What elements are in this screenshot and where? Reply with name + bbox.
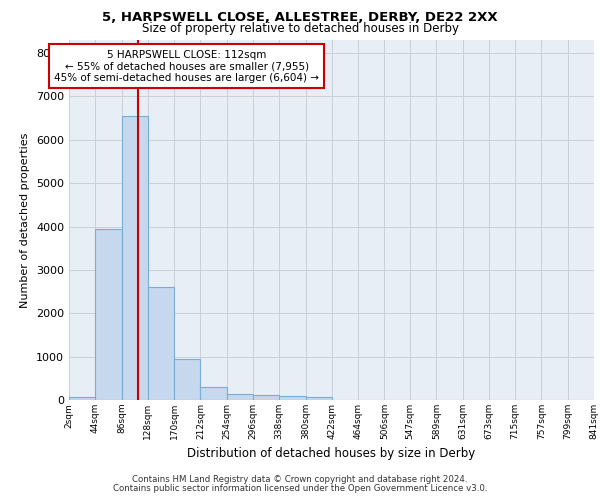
X-axis label: Distribution of detached houses by size in Derby: Distribution of detached houses by size … xyxy=(187,448,476,460)
Bar xyxy=(122,116,148,400)
Text: 5 HARPSWELL CLOSE: 112sqm
← 55% of detached houses are smaller (7,955)
45% of se: 5 HARPSWELL CLOSE: 112sqm ← 55% of detac… xyxy=(54,50,319,82)
Text: Contains HM Land Registry data © Crown copyright and database right 2024.: Contains HM Land Registry data © Crown c… xyxy=(132,475,468,484)
Bar xyxy=(227,394,253,400)
Text: Contains public sector information licensed under the Open Government Licence v3: Contains public sector information licen… xyxy=(113,484,487,493)
Bar xyxy=(200,387,227,400)
Bar xyxy=(69,396,95,400)
Bar xyxy=(305,398,332,400)
Text: Size of property relative to detached houses in Derby: Size of property relative to detached ho… xyxy=(142,22,458,35)
Bar xyxy=(95,228,122,400)
Bar xyxy=(279,396,305,400)
Bar xyxy=(148,287,174,400)
Y-axis label: Number of detached properties: Number of detached properties xyxy=(20,132,31,308)
Bar xyxy=(174,359,200,400)
Bar xyxy=(253,395,279,400)
Text: 5, HARPSWELL CLOSE, ALLESTREE, DERBY, DE22 2XX: 5, HARPSWELL CLOSE, ALLESTREE, DERBY, DE… xyxy=(102,11,498,24)
